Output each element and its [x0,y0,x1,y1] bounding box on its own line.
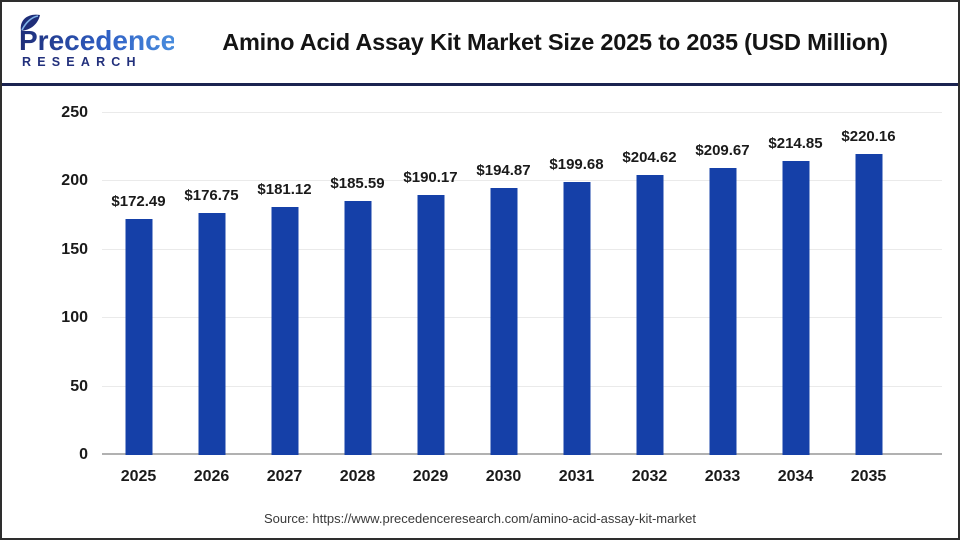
bar-2028 [344,201,371,455]
x-axis-label-2029: 2029 [412,468,449,485]
bar-value-label: $204.62 [622,149,677,167]
header-divider [2,83,958,86]
bar-2027 [271,207,298,455]
x-axis-label-2031: 2031 [558,468,595,485]
bar-value-label: $185.59 [330,175,385,193]
x-axis-label-2026: 2026 [193,468,230,485]
x-axis-label-2032: 2032 [631,468,668,485]
source-line: Source: https://www.precedenceresearch.c… [263,511,697,526]
bar-value-label: $190.17 [403,168,458,186]
y-axis-tick-label: 200 [61,172,88,190]
brand-subtitle: RESEARCH [22,55,142,69]
bar-2026 [198,213,225,455]
bar-slot-2035: $220.16 2035 [832,113,905,485]
leaf-icon [20,14,40,31]
bar-value-label: $220.16 [841,127,896,145]
gridline [102,317,942,319]
y-axis-tick-label: 150 [61,240,88,258]
chart-area: 0 50 100 150 200 250 $172.49 2025 $176.75 2026 $18… [2,86,958,506]
bar-slot-2026: $176.75 2026 [175,113,248,485]
brand-name: Precedence [19,25,174,56]
bar-value-label: $176.75 [184,187,239,205]
y-axis-tick-label: 250 [61,104,88,121]
x-axis-label-2030: 2030 [485,468,522,485]
bar-value-label: $181.12 [257,181,312,199]
chart-title: Amino Acid Assay Kit Market Size 2025 to… [222,29,888,55]
bar-2035 [855,153,882,455]
bar-slot-2034: $214.85 2034 [759,113,832,485]
bar-2025 [125,219,152,455]
bar-slot-2032: $204.62 2032 [613,113,686,485]
x-axis-label-2028: 2028 [339,468,376,485]
bar-value-label: $214.85 [768,135,823,153]
bar-value-label: $172.49 [111,193,166,211]
gridline [102,112,942,113]
x-axis-line [102,453,942,455]
bar-slot-2029: $190.17 2029 [394,113,467,485]
bar-slot-2025: $172.49 2025 [102,113,175,485]
precedence-logo-icon: Precedence RESEARCH [19,14,176,69]
bar-slot-2031: $199.68 2031 [540,113,613,485]
gridline [102,385,942,387]
bar-slot-2030: $194.87 2030 [467,113,540,485]
brand-logo: Precedence RESEARCH [16,10,176,75]
y-axis-tick-label: 50 [70,377,88,395]
bar-slot-2028: $185.59 2028 [321,113,394,485]
x-axis-label-2027: 2027 [266,468,303,485]
x-axis-label-2035: 2035 [850,468,887,485]
bar-2032 [636,175,663,455]
x-axis-label-2034: 2034 [777,468,814,485]
bar-2029 [417,194,444,455]
y-axis-tick-label: 100 [61,309,88,327]
bar-2034 [782,161,809,455]
bar-value-label: $194.87 [476,162,531,180]
header: Precedence RESEARCH Amino Acid Assay Kit… [2,2,958,83]
bar-value-label: $199.68 [549,155,604,173]
bar-2031 [563,181,590,455]
bar-2030 [490,188,517,455]
x-axis-label-2033: 2033 [704,468,741,485]
x-axis-label-2025: 2025 [120,468,157,485]
gridline [102,248,942,250]
gridline [102,180,942,182]
bar-2033 [709,168,736,455]
bar-value-label: $209.67 [695,142,750,160]
bars-container: $172.49 2025 $176.75 2026 $181.12 2027 $185.59… [102,113,905,485]
bar-slot-2027: $181.12 2027 [248,113,321,485]
leaf-vein-icon [21,15,39,31]
plot-area: 0 50 100 150 200 250 $172.49 2025 $176.75 2026 $18… [61,105,942,485]
bar-slot-2033: $209.67 2033 [686,113,759,485]
y-axis-tick-label: 0 [79,446,88,463]
